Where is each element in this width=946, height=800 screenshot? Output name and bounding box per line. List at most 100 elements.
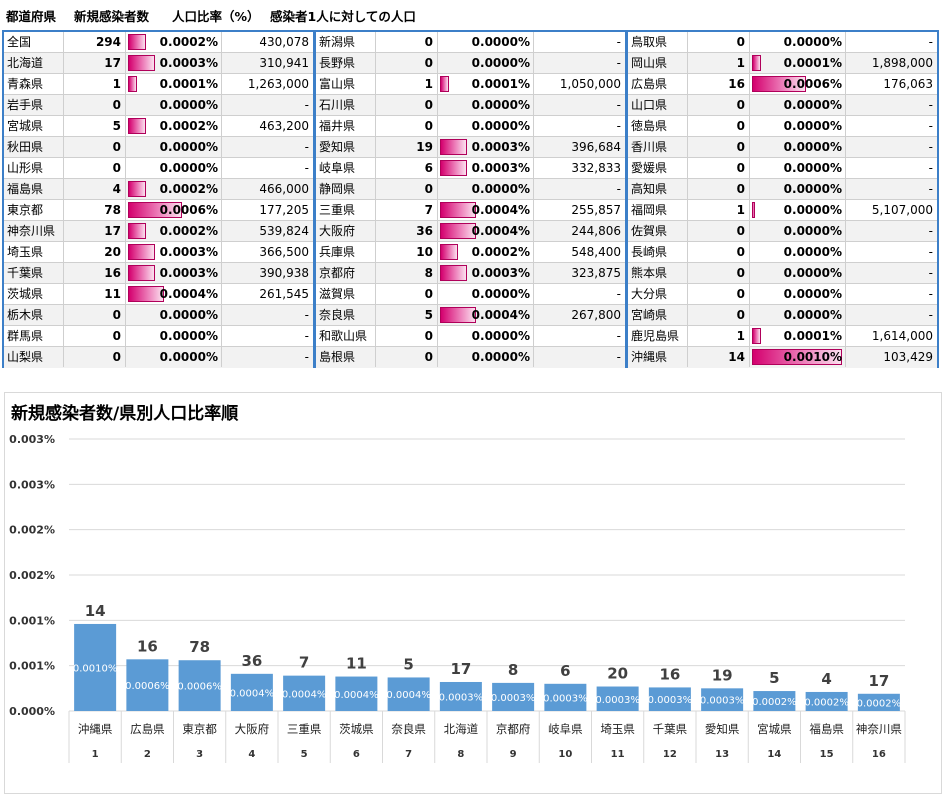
- rate-value: 0.0000%: [159, 329, 218, 343]
- rate-value: 0.0000%: [471, 329, 530, 343]
- prefecture-name: 北海道: [4, 53, 64, 73]
- case-count: 0: [64, 326, 126, 346]
- rate-databar: [752, 202, 755, 218]
- case-count: 0: [64, 347, 126, 367]
- bar-count-label: 36: [241, 652, 262, 670]
- rate-cell: 0.0000%: [750, 284, 846, 304]
- population-per-case: 430,078: [259, 35, 309, 49]
- case-count: 0: [688, 95, 750, 115]
- rate-databar: [440, 307, 476, 323]
- case-count: 0: [64, 137, 126, 157]
- table-row: 奈良県 5 0.0004% 267,800: [316, 305, 625, 326]
- case-count: 0: [376, 116, 438, 136]
- x-rank-label: 13: [715, 749, 729, 760]
- bar-count-label: 16: [659, 665, 680, 683]
- y-tick-label: 0.001%: [9, 660, 55, 673]
- case-count: 6: [376, 158, 438, 178]
- prefecture-name: 高知県: [628, 179, 688, 199]
- population-per-case: -: [928, 35, 933, 49]
- table-block-2: 新潟県 0 0.0000% - 長野県 0 0.0000% - 富山県 1 0.0001% 1,050…: [314, 30, 627, 368]
- x-category-label: 福島県: [809, 722, 844, 736]
- chart-bar: [701, 688, 744, 711]
- rate-cell: 0.0003%: [126, 53, 222, 73]
- table-row: 宮城県 5 0.0002% 463,200: [4, 116, 313, 137]
- population-per-case: 103,429: [883, 350, 933, 364]
- bar-count-label: 11: [346, 655, 367, 673]
- rate-value: 0.0000%: [471, 182, 530, 196]
- prefecture-name: 秋田県: [4, 137, 64, 157]
- prefecture-table: 全国 294 0.0002% 430,078 北海道 17 0.0003% 310,941 青森…: [2, 30, 942, 370]
- population-per-case: 255,857: [571, 203, 621, 217]
- prefecture-name: 千葉県: [4, 263, 64, 283]
- case-count: 0: [376, 32, 438, 52]
- x-rank-label: 2: [144, 749, 151, 760]
- x-rank-label: 12: [663, 749, 677, 760]
- table-row: 徳島県 0 0.0000% -: [628, 116, 937, 137]
- table-row: 大分県 0 0.0000% -: [628, 284, 937, 305]
- rate-cell: 0.0006%: [750, 74, 846, 94]
- population-per-case: 539,824: [259, 224, 309, 238]
- rate-value: 0.0000%: [159, 161, 218, 175]
- table-block-1: 全国 294 0.0002% 430,078 北海道 17 0.0003% 310,941 青森…: [2, 30, 315, 368]
- table-row: 滋賀県 0 0.0000% -: [316, 284, 625, 305]
- rate-cell: 0.0000%: [438, 53, 534, 73]
- rate-cell: 0.0000%: [126, 305, 222, 325]
- case-count: 1: [64, 74, 126, 94]
- case-count: 294: [64, 32, 126, 52]
- bar-rate-label: 0.0004%: [334, 690, 379, 701]
- prefecture-name: 全国: [4, 32, 64, 52]
- prefecture-name: 栃木県: [4, 305, 64, 325]
- bar-rate-label: 0.0004%: [386, 690, 431, 701]
- bar-rate-label: 0.0003%: [543, 693, 588, 704]
- rate-value: 0.0000%: [783, 203, 842, 217]
- rate-cell: 0.0000%: [438, 347, 534, 367]
- prefecture-name: 愛知県: [316, 137, 376, 157]
- case-count: 5: [376, 305, 438, 325]
- x-category-label: 茨城県: [339, 722, 374, 736]
- case-count: 0: [376, 347, 438, 367]
- table-row: 神奈川県 17 0.0002% 539,824: [4, 221, 313, 242]
- bar-rate-label: 0.0010%: [73, 663, 118, 674]
- bar-count-label: 78: [189, 638, 210, 656]
- bar-count-label: 7: [299, 654, 309, 672]
- prefecture-name: 神奈川県: [4, 221, 64, 241]
- prefecture-name: 徳島県: [628, 116, 688, 136]
- case-count: 0: [688, 284, 750, 304]
- rate-cell: 0.0004%: [438, 305, 534, 325]
- chart-bar: [857, 693, 900, 711]
- chart-bar: [283, 675, 326, 711]
- case-count: 14: [688, 347, 750, 367]
- rate-value: 0.0004%: [471, 203, 530, 217]
- header-population-per-case: 感染者1人に対しての人口: [270, 9, 416, 24]
- rate-value: 0.0001%: [783, 329, 842, 343]
- rate-cell: 0.0003%: [438, 263, 534, 283]
- x-rank-label: 10: [558, 749, 572, 760]
- rate-value: 0.0000%: [783, 287, 842, 301]
- rate-value: 0.0004%: [471, 224, 530, 238]
- prefecture-name: 岩手県: [4, 95, 64, 115]
- prefecture-name: 茨城県: [4, 284, 64, 304]
- population-per-case: -: [616, 35, 621, 49]
- case-count: 0: [376, 284, 438, 304]
- prefecture-name: 香川県: [628, 137, 688, 157]
- population-per-case: 176,063: [883, 77, 933, 91]
- bar-count-label: 17: [450, 660, 471, 678]
- rate-cell: 0.0000%: [126, 347, 222, 367]
- table-row: 山口県 0 0.0000% -: [628, 95, 937, 116]
- table-row: 福岡県 1 0.0000% 5,107,000: [628, 200, 937, 221]
- population-per-case: 396,684: [571, 140, 621, 154]
- population-per-case: -: [304, 308, 309, 322]
- case-count: 0: [688, 137, 750, 157]
- prefecture-name: 奈良県: [316, 305, 376, 325]
- table-row: 山形県 0 0.0000% -: [4, 158, 313, 179]
- population-per-case: -: [616, 329, 621, 343]
- header-new-cases: 新規感染者数: [74, 9, 150, 24]
- rate-value: 0.0000%: [783, 266, 842, 280]
- rate-databar: [128, 181, 146, 197]
- population-per-case: -: [928, 287, 933, 301]
- population-per-case: -: [928, 119, 933, 133]
- bar-count-label: 4: [821, 670, 831, 688]
- rate-cell: 0.0000%: [750, 137, 846, 157]
- case-count: 8: [376, 263, 438, 283]
- table-row: 高知県 0 0.0000% -: [628, 179, 937, 200]
